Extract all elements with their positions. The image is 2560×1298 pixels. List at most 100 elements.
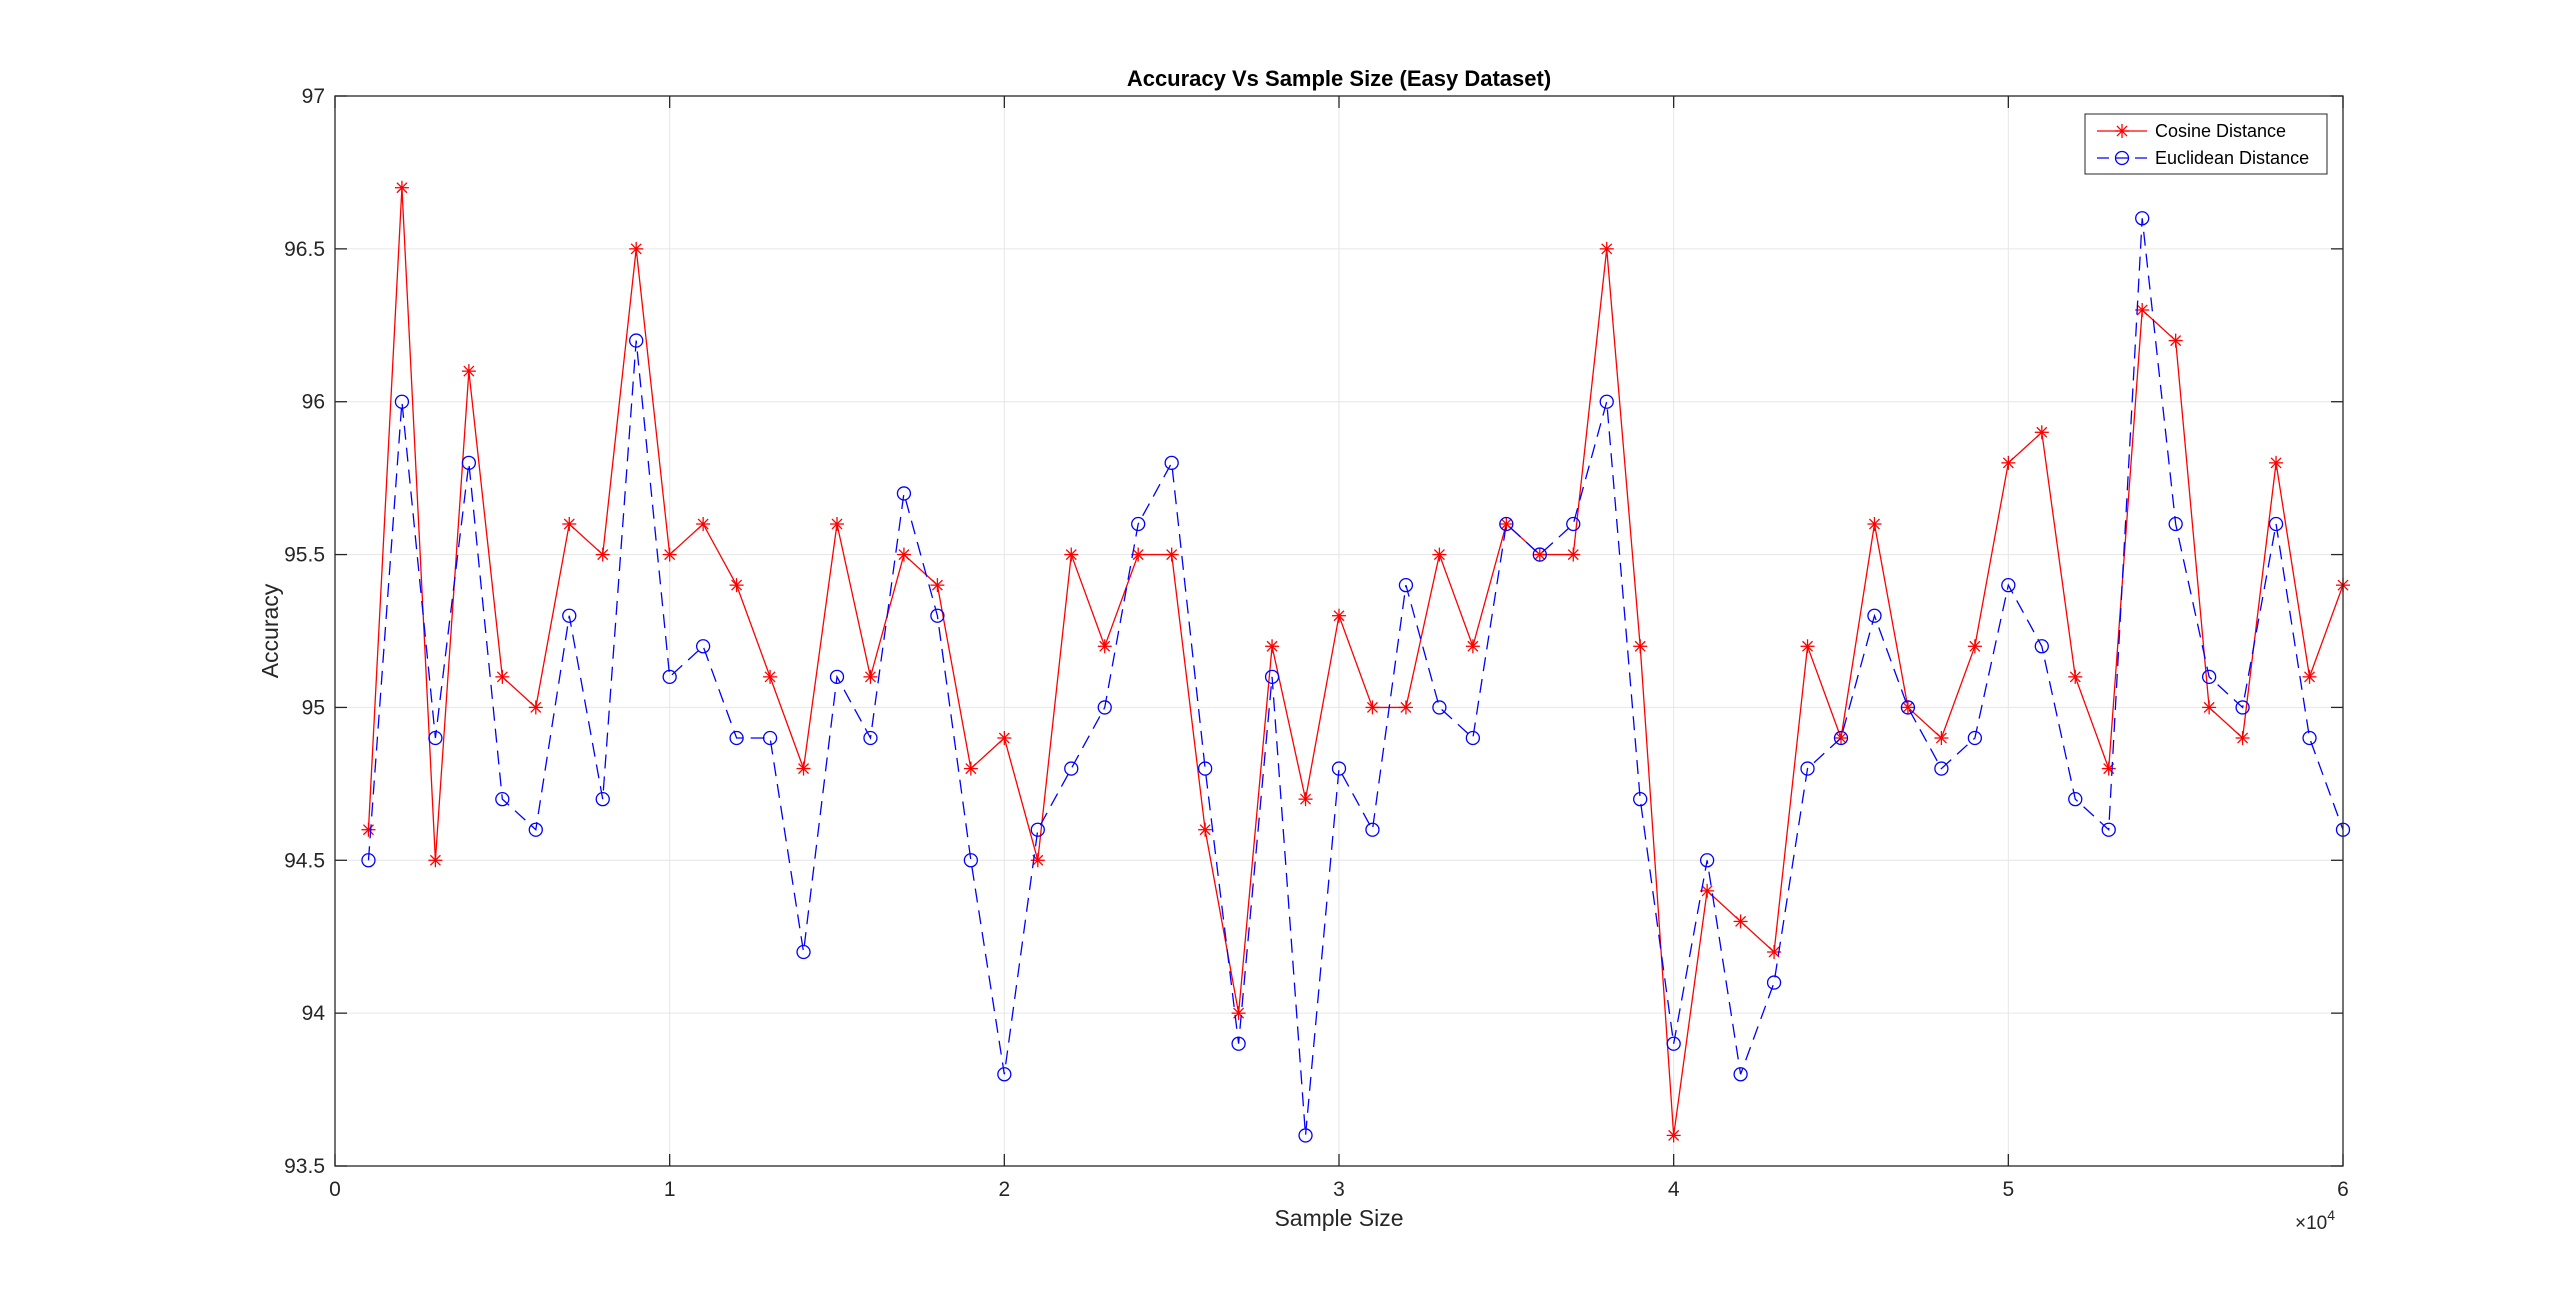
data-point (2168, 333, 2183, 348)
data-point (1198, 822, 1213, 837)
data-point (428, 853, 443, 868)
data-point (1900, 700, 1916, 715)
data-point (1867, 517, 1882, 531)
data-point (1398, 700, 1413, 715)
data-point (2101, 822, 2116, 837)
data-point (696, 517, 711, 531)
data-point (1532, 547, 1547, 562)
data-point (461, 364, 476, 379)
data-point (1800, 639, 1815, 654)
data-point (2101, 761, 2116, 776)
data-point (1599, 394, 1614, 409)
data-point (1231, 1006, 1246, 1021)
data-point (2302, 669, 2317, 684)
y-tick-label: 94 (302, 1002, 326, 1025)
data-point (1030, 822, 1045, 837)
data-point (1365, 822, 1380, 837)
series-layer (361, 180, 2351, 1143)
x-tick-label: 6 (2337, 1178, 2349, 1201)
data-point (528, 822, 543, 837)
data-point (1265, 639, 1280, 654)
data-point (2034, 425, 2049, 440)
x-exponent-label: ×104 (2295, 1207, 2335, 1234)
data-point (2168, 516, 2183, 532)
data-point (461, 455, 477, 471)
data-point (1566, 547, 1581, 562)
y-tick-label: 97 (302, 85, 325, 108)
y-tick-label: 96 (302, 391, 325, 414)
data-point (662, 669, 677, 685)
chart-title: Accuracy Vs Sample Size (Easy Dataset) (1127, 66, 1551, 91)
y-tick-label: 95 (302, 696, 325, 719)
data-point (2068, 669, 2083, 684)
data-point (1231, 1036, 1246, 1051)
data-point (1499, 516, 1514, 532)
data-point (428, 730, 443, 746)
x-exponent-base: ×10 (2295, 1213, 2327, 1234)
data-point (930, 578, 945, 593)
y-tick-label: 93.5 (284, 1155, 325, 1178)
data-point (2068, 791, 2083, 807)
data-point (830, 517, 844, 531)
data-point (2302, 730, 2317, 746)
data-point (2201, 669, 2217, 685)
data-point (1967, 639, 1982, 654)
series-euclidean (361, 211, 2351, 1143)
data-point (1499, 517, 1514, 531)
data-point (1432, 547, 1447, 562)
data-point (1699, 853, 1715, 868)
data-point (1633, 791, 1648, 807)
data-point (2235, 731, 2250, 745)
data-point (1800, 761, 1815, 776)
y-tick-label: 96.5 (284, 238, 325, 261)
data-point (1633, 639, 1648, 654)
data-point (2001, 577, 2016, 593)
data-point (796, 761, 811, 776)
data-point (528, 700, 543, 715)
data-point (1097, 700, 1112, 715)
data-point (2001, 455, 2016, 470)
data-point (1064, 761, 1079, 776)
data-point (2034, 639, 2049, 654)
x-tick-label: 3 (1333, 1178, 1345, 1201)
data-point (2135, 211, 2150, 226)
data-point (1733, 914, 1748, 929)
data-point (1599, 241, 1614, 256)
x-tick-label: 5 (2002, 1178, 2014, 1201)
data-point (695, 639, 711, 654)
data-point (1967, 730, 1983, 746)
data-point (2269, 455, 2284, 470)
data-point (394, 394, 410, 409)
data-point (1465, 639, 1480, 654)
data-point (1298, 792, 1313, 807)
data-point (1164, 455, 1179, 471)
axis-ticks: 0 1 2 3 4 5 6 93.5 94 94.5 95 95.5 96 96.5 97 (284, 85, 2349, 1201)
legend-marker-asterisk (2115, 124, 2129, 138)
x-tick-label: 1 (664, 1178, 676, 1201)
data-point (930, 608, 945, 623)
data-point (729, 730, 744, 746)
x-tick-label: 0 (329, 1178, 341, 1201)
data-point (1934, 761, 1949, 776)
data-point (963, 761, 978, 776)
y-tick-label: 95.5 (284, 544, 325, 567)
x-tick-label: 4 (1668, 1178, 1680, 1201)
legend-label-cosine: Cosine Distance (2155, 121, 2286, 141)
legend-marker-circle (2114, 150, 2130, 166)
data-point (662, 547, 677, 562)
y-axis-label: Accuracy (257, 583, 283, 678)
data-point (1365, 700, 1380, 715)
data-point (896, 547, 911, 562)
data-point (1164, 547, 1179, 562)
data-point (997, 1067, 1012, 1082)
x-axis-label: Sample Size (1274, 1205, 1403, 1231)
legend-marker-cosine (2115, 124, 2129, 138)
x-tick-label: 2 (998, 1178, 1010, 1201)
data-point (1097, 639, 1112, 654)
data-point (361, 853, 376, 868)
data-point (1131, 516, 1146, 532)
y-tick-label: 94.5 (284, 849, 325, 872)
data-point (1131, 547, 1146, 562)
data-point (394, 180, 409, 195)
data-point (763, 669, 778, 684)
